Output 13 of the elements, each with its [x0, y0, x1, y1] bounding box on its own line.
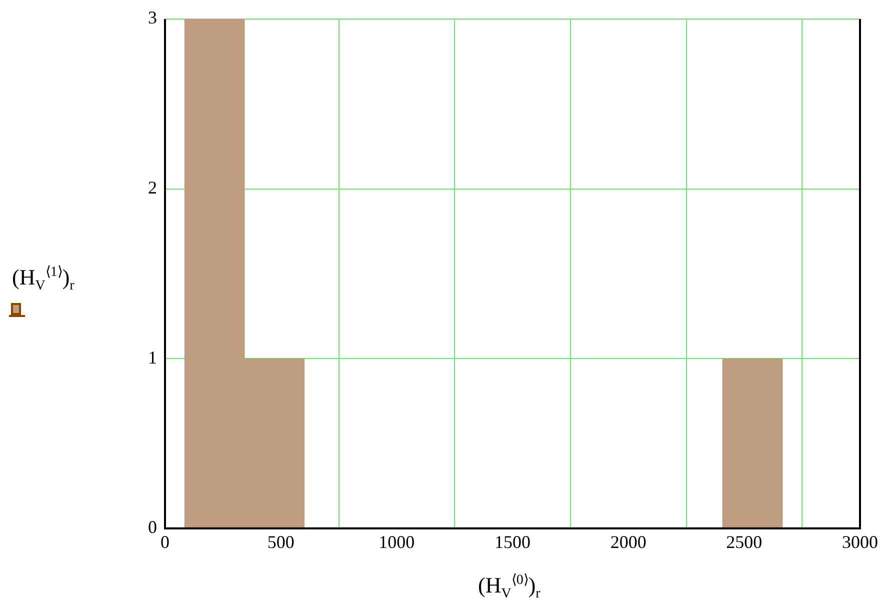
x-axis-title: (H$_{V}$$^{⟨0⟩}$)$_{r}$: [478, 572, 540, 602]
y-tick-label: 1: [148, 347, 157, 368]
x-tick-label: 500: [267, 532, 294, 552]
y-tick-label: 0: [148, 517, 157, 538]
x-tick-label: 0: [160, 532, 170, 552]
x-tick-label: 3000: [842, 532, 878, 552]
y-axis-title: (H$_{V}$$^{⟨1⟩}$)$_{r}$: [12, 264, 74, 294]
x-tick-label: 2000: [610, 532, 646, 552]
x-tick-label: 2500: [726, 532, 762, 552]
x-tick-label: 1500: [494, 532, 530, 552]
y-tick-label: 2: [148, 178, 157, 198]
x-tick-label: 1000: [378, 532, 415, 552]
y-tick-label: 3: [148, 8, 157, 28]
